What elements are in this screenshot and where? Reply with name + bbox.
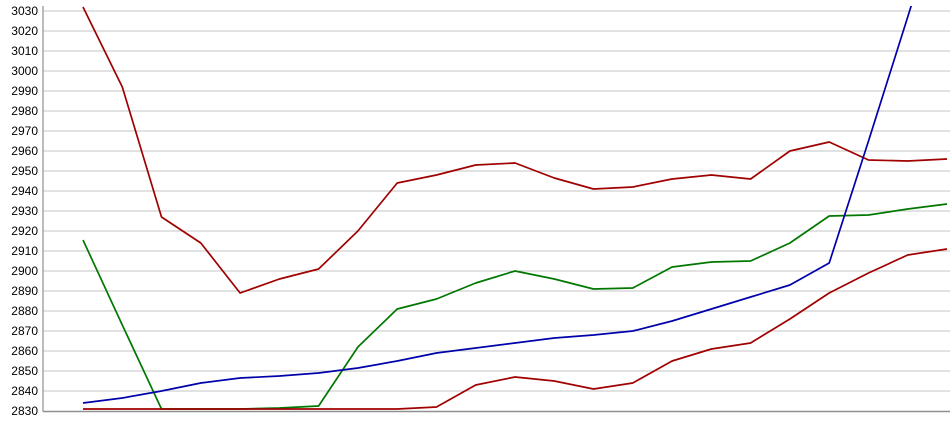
y-axis-tick-label: 3030 [11,4,38,18]
series-red-upper-line [82,6,948,294]
y-axis-tick-label: 2910 [11,244,38,258]
y-axis-tick-label: 2900 [11,264,38,278]
series-green-line [82,203,948,410]
y-axis-tick-label: 2930 [11,204,38,218]
y-axis-tick-label: 2920 [11,224,38,238]
y-axis-tick-label: 3020 [11,24,38,38]
y-axis-tick-label: 3000 [11,64,38,78]
y-axis-tick-label: 2980 [11,104,38,118]
series-blue-line [82,6,913,404]
y-axis-tick-label: 2860 [11,344,38,358]
y-axis-tick-label: 2850 [11,364,38,378]
y-axis-tick-label: 3010 [11,44,38,58]
y-axis-tick-label: 2890 [11,284,38,298]
y-axis-tick-label: 2830 [11,404,38,418]
y-axis-tick-label: 2940 [11,184,38,198]
series-red-lower-line [83,248,948,410]
y-axis-tick-label: 2950 [11,164,38,178]
y-axis-tick-label: 2990 [11,84,38,98]
y-axis-tick-label: 2840 [11,384,38,398]
y-axis-tick-label: 2870 [11,324,38,338]
y-axis-tick-label: 2970 [11,124,38,138]
y-axis-tick-label: 2960 [11,144,38,158]
y-axis-tick-label: 2880 [11,304,38,318]
